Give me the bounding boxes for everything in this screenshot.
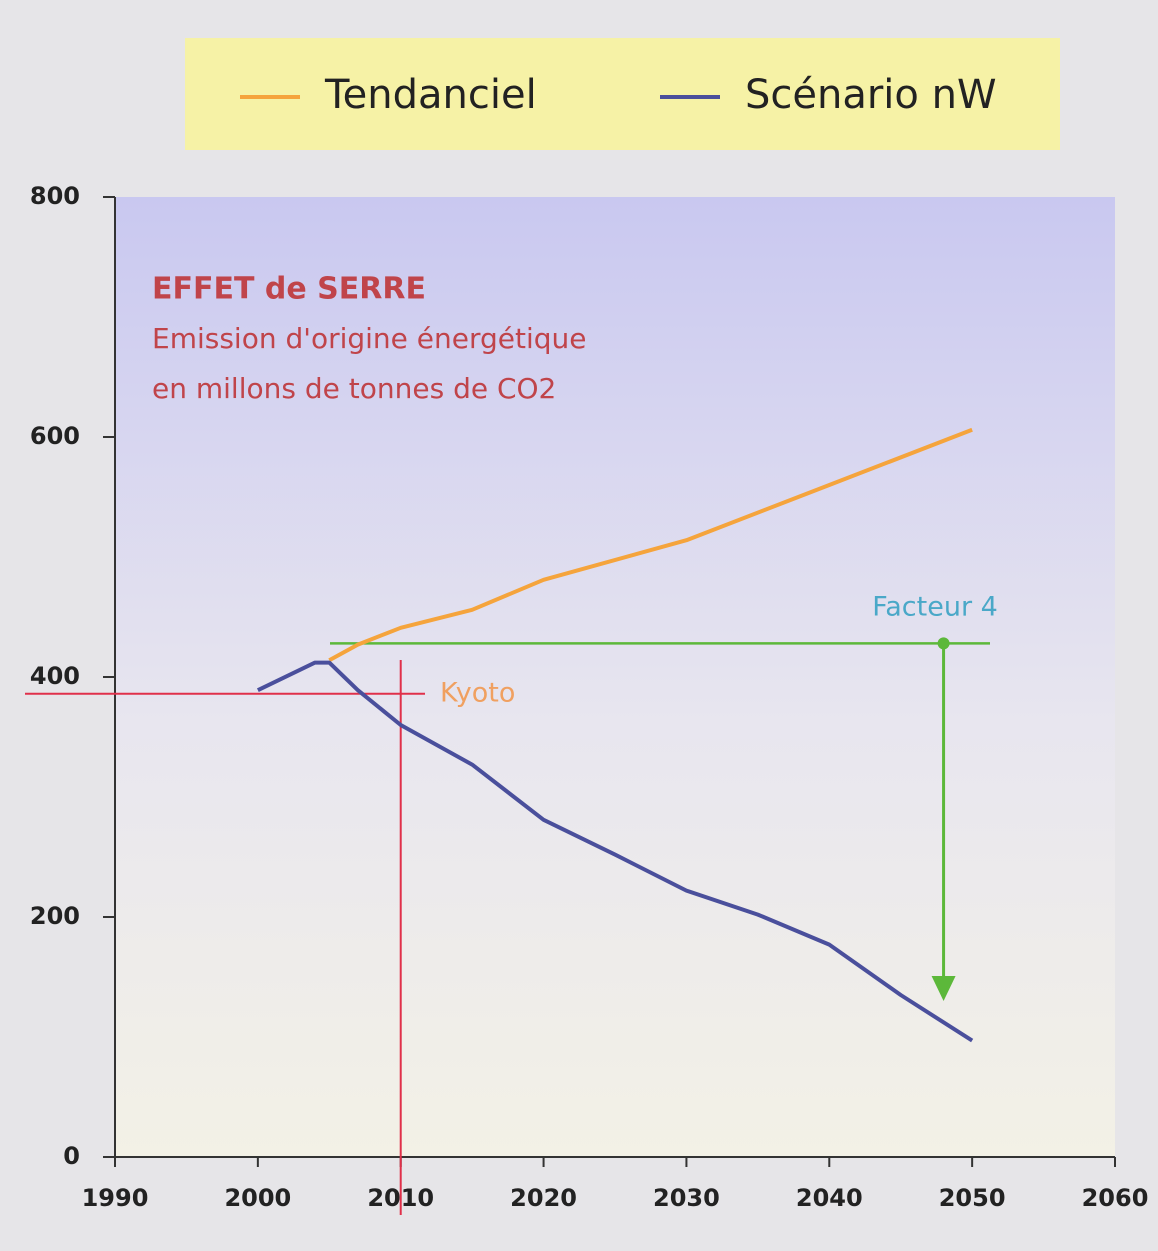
- chart-subtitle: en millons de tonnes de CO2: [152, 372, 556, 405]
- x-tick-label: 2060: [1082, 1184, 1149, 1212]
- x-tick-label: 2030: [653, 1184, 720, 1212]
- y-tick-label: 600: [30, 422, 80, 450]
- y-tick-label: 0: [63, 1142, 80, 1170]
- y-tick-label: 400: [30, 662, 80, 690]
- x-tick-label: 2000: [224, 1184, 291, 1212]
- kyoto-label: Kyoto: [440, 677, 515, 708]
- legend-label: Scénario nW: [745, 72, 997, 118]
- legend-label: Tendanciel: [324, 72, 537, 118]
- series-line: [256, 660, 974, 1043]
- y-tick-label: 200: [30, 902, 80, 930]
- x-tick-label: 2020: [510, 1184, 577, 1212]
- y-tick-label: 800: [30, 182, 80, 210]
- x-tick-label: 2050: [939, 1184, 1006, 1212]
- chart-subtitle: Emission d'origine énergétique: [152, 322, 587, 355]
- arrow-head: [931, 976, 956, 1001]
- facteur-dot: [937, 637, 950, 650]
- x-tick-label: 2040: [796, 1184, 863, 1212]
- series-line: [328, 427, 973, 662]
- facteur-label: Facteur 4: [872, 592, 998, 623]
- chart-title: EFFET de SERRE: [152, 272, 426, 307]
- x-tick-label: 1990: [82, 1184, 149, 1212]
- legend-box: [185, 38, 1060, 150]
